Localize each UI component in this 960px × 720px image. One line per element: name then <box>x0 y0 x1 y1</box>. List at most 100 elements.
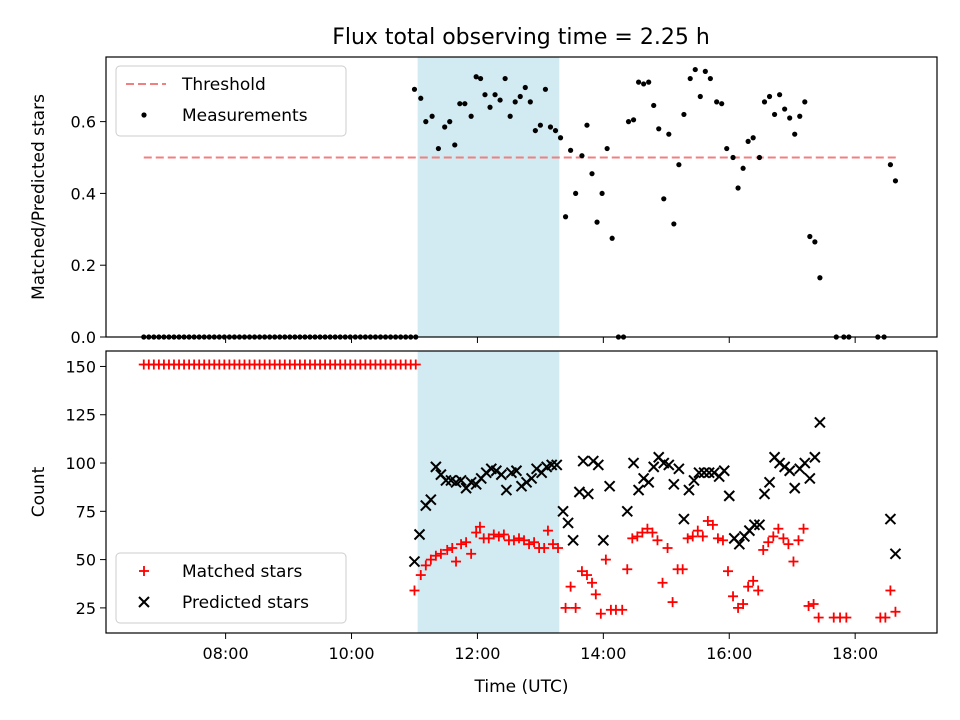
matched-star-marker <box>471 527 482 538</box>
matched-star-marker <box>415 570 426 581</box>
matched-star-marker <box>539 543 550 554</box>
predicted-star-marker <box>557 505 569 518</box>
measurement-point <box>429 113 435 119</box>
measurement-point <box>435 145 441 152</box>
matched-star-marker <box>627 533 638 544</box>
measurement-point <box>777 92 783 98</box>
measurement-point <box>745 138 751 144</box>
matched-star-marker <box>570 602 581 613</box>
predicted-star-marker <box>573 486 586 498</box>
legend-predicted-swatch <box>138 596 150 608</box>
matched-star-marker <box>483 533 494 544</box>
bottom-y-axis-label: Count <box>29 466 49 517</box>
measurement-point <box>656 126 662 132</box>
matched-star-marker <box>435 548 446 559</box>
matched-star-marker <box>493 531 504 542</box>
measurement-point <box>418 95 424 101</box>
matched-star-marker <box>519 535 530 546</box>
predicted-star-marker <box>562 517 574 529</box>
measurement-point <box>641 81 647 87</box>
predicted-star-marker <box>663 459 675 471</box>
bottom-xtick-label: 10:00 <box>328 644 374 663</box>
matched-star-marker <box>647 527 658 538</box>
matched-star-marker <box>617 604 628 615</box>
matched-star-marker <box>425 554 436 565</box>
matched-star-marker <box>456 539 467 550</box>
measurement-point <box>568 147 574 153</box>
matched-star-marker <box>524 539 535 550</box>
matched-star-marker <box>553 543 564 554</box>
predicted-star-marker <box>703 466 715 479</box>
predicted-star-marker <box>678 513 690 525</box>
measurement-point <box>766 93 773 100</box>
bottom-ytick-label: 25 <box>76 599 96 618</box>
top-y-axis-label: Matched/Predicted stars <box>29 94 49 300</box>
predicted-star-marker <box>758 488 771 500</box>
matched-star-marker <box>409 585 420 596</box>
matched-star-marker <box>542 525 553 536</box>
predicted-star-marker <box>425 494 437 506</box>
matched-star-marker <box>581 570 592 581</box>
measurement-point <box>807 233 813 240</box>
matched-star-marker <box>697 531 708 542</box>
measurement-point <box>579 153 585 159</box>
measurement-point <box>735 185 741 191</box>
predicted-star-marker <box>753 519 766 531</box>
predicted-star-marker <box>668 478 680 490</box>
predicted-star-marker <box>647 461 660 473</box>
matched-star-marker <box>722 566 733 577</box>
measurement-point <box>584 122 590 128</box>
matched-star-marker <box>508 535 519 546</box>
measurement-point <box>714 99 720 105</box>
measurement-point <box>797 113 803 119</box>
predicted-star-marker <box>884 513 897 525</box>
predicted-star-marker <box>551 459 563 471</box>
measurement-point <box>625 119 632 125</box>
bottom-xtick-label: 12:00 <box>454 644 500 663</box>
matched-star-marker <box>560 602 571 613</box>
matched-star-marker <box>841 612 852 623</box>
measurement-point <box>552 127 559 134</box>
matched-star-marker <box>763 537 774 548</box>
bottom-shaded-span <box>417 351 560 633</box>
measurement-point <box>671 221 677 227</box>
measurement-point <box>594 219 600 225</box>
matched-star-marker <box>808 599 819 610</box>
matched-star-marker <box>783 539 794 550</box>
measurement-point <box>411 86 418 92</box>
measurement-point <box>512 99 518 105</box>
predicted-star-marker <box>789 482 801 494</box>
matched-star-marker <box>702 515 713 526</box>
top-legend-box <box>115 65 347 137</box>
measurement-point <box>750 135 756 141</box>
predicted-star-marker <box>683 484 695 496</box>
predicted-star-marker <box>582 488 594 500</box>
measurement-point <box>547 124 554 130</box>
bottom-ytick-label: 50 <box>76 551 96 570</box>
measurement-point <box>646 79 652 85</box>
measurement-point <box>792 131 798 137</box>
measurement-point <box>507 113 513 119</box>
predicted-star-marker <box>603 480 616 492</box>
matched-star-marker <box>547 539 558 550</box>
top-ytick-label: 0.2 <box>71 256 96 275</box>
measurement-point <box>630 117 637 123</box>
predicted-star-marker <box>430 461 442 473</box>
predicted-star-marker <box>592 459 605 471</box>
matched-star-marker <box>728 591 739 602</box>
measurement-point <box>681 111 687 118</box>
predicted-star-marker <box>546 459 558 471</box>
measurement-point <box>730 154 736 161</box>
predicted-star-marker <box>814 416 826 429</box>
measurement-point <box>532 127 538 134</box>
predicted-star-marker <box>642 476 655 489</box>
predicted-star-marker <box>799 457 811 469</box>
bottom-series-1 <box>408 416 902 568</box>
measurement-point <box>452 142 458 148</box>
matched-star-marker <box>687 531 698 542</box>
top-axes-frame <box>105 56 938 338</box>
measurement-point <box>609 235 615 241</box>
measurement-point <box>562 214 569 220</box>
matched-star-marker <box>652 535 663 546</box>
